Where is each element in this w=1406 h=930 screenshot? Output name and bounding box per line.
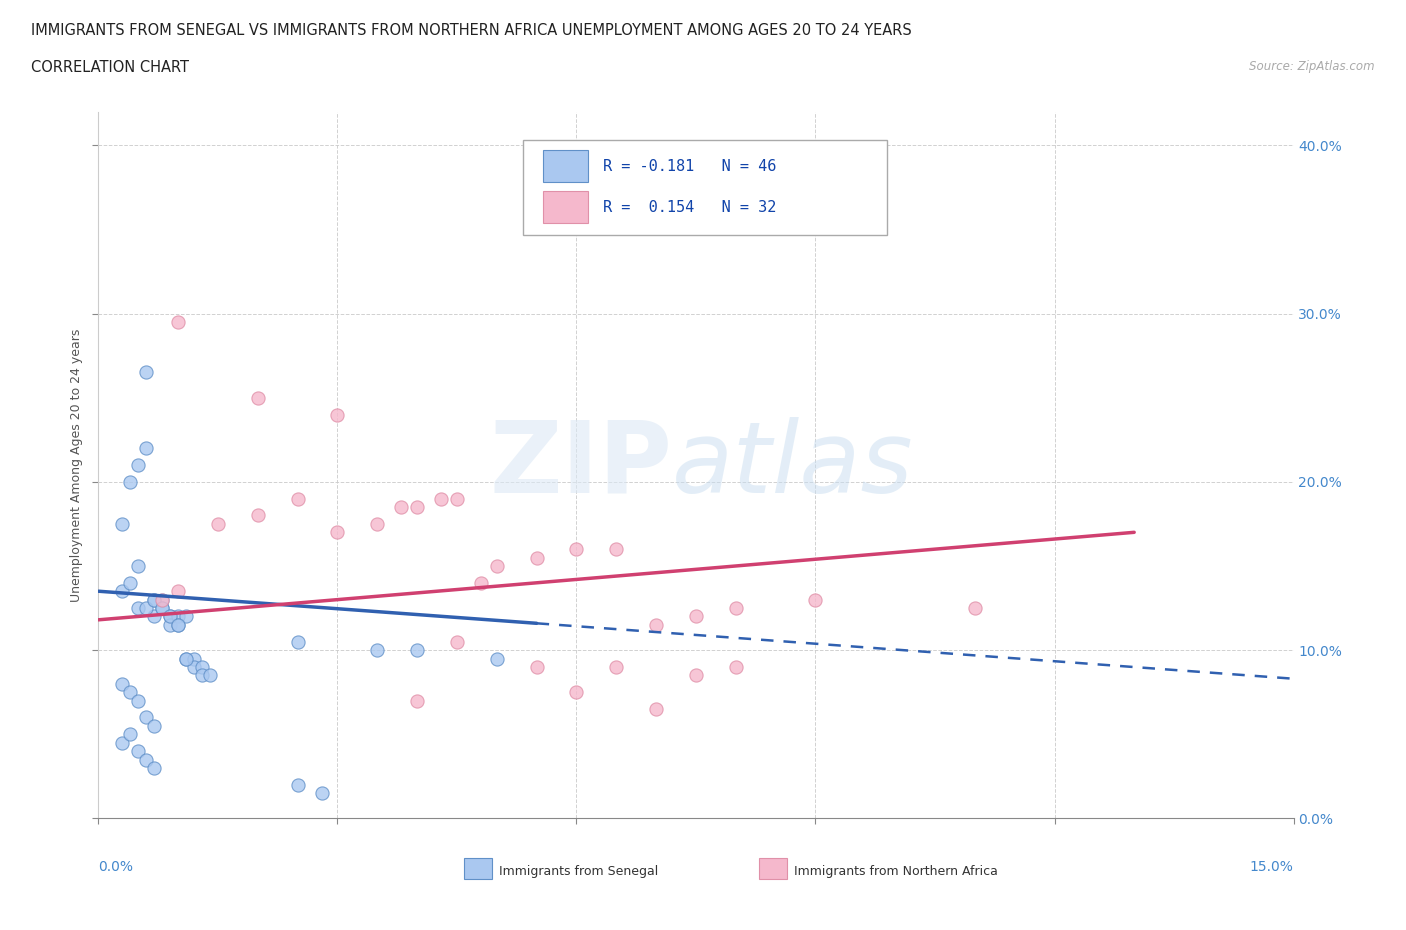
Point (526, 551, 548, 565)
Point (111, 584, 134, 599)
Point (326, 407, 349, 422)
Point (120, 474, 142, 489)
Point (167, 618, 190, 632)
Text: Immigrants from Northern Africa: Immigrants from Northern Africa (794, 865, 998, 878)
Text: Source: ZipAtlas.com: Source: ZipAtlas.com (1250, 60, 1375, 73)
Point (150, 592, 173, 607)
Bar (759, 858, 787, 879)
Point (406, 643, 429, 658)
Y-axis label: Unemployment Among Ages 20 to 24 years: Unemployment Among Ages 20 to 24 years (70, 328, 83, 602)
Text: IMMIGRANTS FROM SENEGAL VS IMMIGRANTS FROM NORTHERN AFRICA UNEMPLOYMENT AMONG AG: IMMIGRANTS FROM SENEGAL VS IMMIGRANTS FR… (31, 23, 911, 38)
Point (246, 391, 269, 405)
Point (605, 659, 627, 674)
Point (159, 609, 181, 624)
Bar (464, 858, 492, 879)
Point (143, 718, 166, 733)
Point (207, 516, 229, 531)
Point (111, 676, 134, 691)
Point (150, 601, 173, 616)
Point (143, 592, 166, 607)
Point (135, 752, 157, 767)
Text: CORRELATION CHART: CORRELATION CHART (31, 60, 188, 75)
Point (287, 777, 309, 792)
Point (135, 365, 157, 379)
Point (565, 684, 588, 699)
Text: 15.0%: 15.0% (1250, 860, 1294, 874)
Point (143, 592, 166, 607)
Text: ZIP: ZIP (489, 417, 672, 513)
Point (159, 618, 181, 632)
Point (366, 643, 388, 658)
Point (150, 601, 173, 616)
Point (167, 584, 190, 599)
Point (311, 786, 333, 801)
Point (366, 516, 388, 531)
Point (111, 516, 134, 531)
Point (287, 491, 309, 506)
Point (120, 727, 142, 742)
Point (724, 659, 747, 674)
Point (198, 668, 221, 683)
Point (565, 541, 588, 556)
Point (120, 684, 142, 699)
Point (174, 609, 197, 624)
Bar (543, 151, 588, 181)
Point (120, 576, 142, 591)
Point (127, 601, 149, 616)
Point (135, 441, 157, 456)
Point (326, 525, 349, 539)
Point (167, 609, 190, 624)
Point (485, 651, 508, 666)
Point (183, 659, 205, 674)
Point (406, 693, 429, 708)
Point (406, 499, 429, 514)
Text: Immigrants from Senegal: Immigrants from Senegal (499, 865, 658, 878)
Point (685, 668, 707, 683)
Point (446, 491, 468, 506)
Point (167, 618, 190, 632)
Point (174, 651, 197, 666)
Point (143, 761, 166, 776)
Point (389, 499, 412, 514)
Point (143, 609, 166, 624)
Point (127, 458, 149, 472)
Point (645, 701, 668, 716)
Text: R =  0.154   N = 32: R = 0.154 N = 32 (603, 200, 776, 215)
Point (724, 601, 747, 616)
Point (605, 541, 627, 556)
Point (287, 634, 309, 649)
FancyBboxPatch shape (523, 140, 887, 235)
Point (430, 491, 453, 506)
Point (111, 736, 134, 751)
Point (127, 693, 149, 708)
Point (485, 559, 508, 574)
Point (127, 744, 149, 759)
Bar (543, 192, 588, 222)
Point (135, 601, 157, 616)
Point (246, 508, 269, 523)
Point (167, 314, 190, 329)
Point (159, 609, 181, 624)
Point (645, 618, 668, 632)
Point (191, 659, 214, 674)
Point (804, 592, 827, 607)
Point (150, 592, 173, 607)
Point (191, 668, 214, 683)
Text: atlas: atlas (672, 417, 914, 513)
Point (183, 651, 205, 666)
Point (446, 634, 468, 649)
Point (685, 609, 707, 624)
Text: 0.0%: 0.0% (98, 860, 134, 874)
Point (174, 651, 197, 666)
Point (470, 576, 492, 591)
Point (135, 710, 157, 724)
Point (526, 659, 548, 674)
Point (127, 559, 149, 574)
Text: R = -0.181   N = 46: R = -0.181 N = 46 (603, 158, 776, 174)
Point (963, 601, 986, 616)
